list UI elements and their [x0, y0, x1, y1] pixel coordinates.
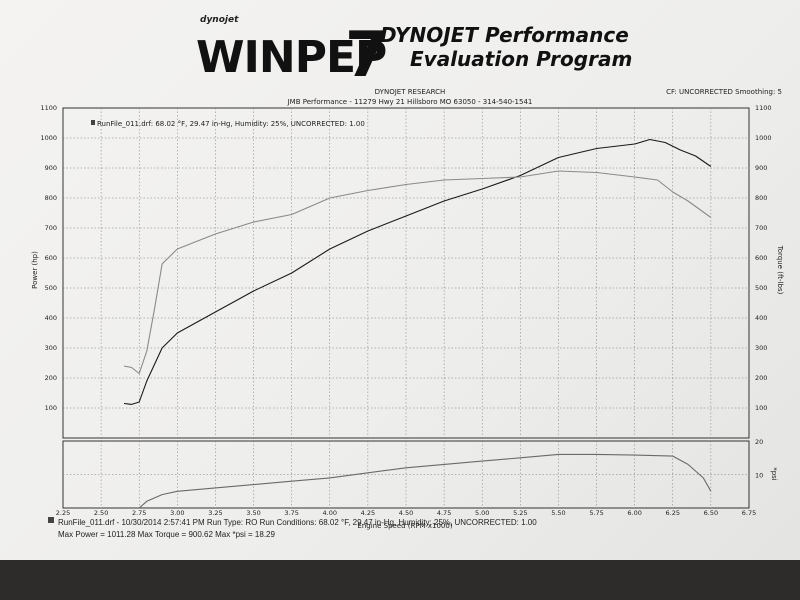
company-name: DYNOJET RESEARCH [375, 88, 446, 96]
shop-info: JMB Performance - 11279 Hwy 21 Hillsboro… [287, 98, 533, 106]
rpm-tick-label: 3.50 [246, 509, 260, 517]
rpm-tick-label: 5.00 [475, 509, 489, 517]
torque-axis-label: Torque (ft-lbs) [776, 245, 784, 295]
torque-tick-label: 300 [755, 344, 767, 352]
power-tick-label: 700 [45, 224, 57, 232]
footer-marker [48, 517, 54, 523]
power-tick-label: 200 [45, 374, 57, 382]
boost-plot-grid [63, 441, 749, 508]
torque-tick-label: 900 [755, 164, 767, 172]
footer-run-info: RunFile_011.drf - 10/30/2014 2:57:41 PM … [58, 518, 537, 527]
torque-tick-label: 800 [755, 194, 767, 202]
power-tick-label: 800 [45, 194, 57, 202]
power-tick-label: 100 [45, 404, 57, 412]
boost-curve [138, 453, 712, 509]
torque-tick-label: 200 [755, 374, 767, 382]
main-plot-series [123, 138, 712, 405]
torque-axis-ticks: 100 200 300 400 500 600 700 800 900 1000 1100 [755, 104, 772, 412]
rpm-tick-label: 5.75 [589, 509, 603, 517]
rpm-tick-label: 3.75 [284, 509, 298, 517]
rpm-tick-label: 5.50 [551, 509, 565, 517]
torque-tick-label: 400 [755, 314, 767, 322]
table-surface [0, 560, 800, 600]
rpm-tick-label: 2.25 [56, 509, 70, 517]
torque-tick-label: 700 [755, 224, 767, 232]
power-tick-label: 900 [45, 164, 57, 172]
power-axis-ticks: 100 200 300 400 500 600 700 800 900 1000 1100 [40, 104, 57, 412]
torque-tick-label: 1000 [755, 134, 772, 142]
tagline-line2: Evaluation Program [410, 47, 632, 71]
legend-text: RunFile_011.drf: 68.02 °F, 29.47 in-Hg, … [97, 120, 365, 128]
logo-small-text: dynojet [200, 15, 239, 25]
boost-plot-series [138, 453, 712, 509]
footer-max-values: Max Power = 1011.28 Max Torque = 900.62 … [58, 530, 276, 539]
power-tick-label: 300 [45, 344, 57, 352]
rpm-tick-label: 2.50 [94, 509, 108, 517]
power-tick-label: 1100 [40, 104, 57, 112]
correction-info: CF: UNCORRECTED Smoothing: 5 [666, 88, 782, 96]
rpm-tick-label: 4.25 [361, 509, 375, 517]
power-curve [123, 138, 712, 405]
main-plot-grid [63, 108, 749, 438]
boost-axis-label: *psi [770, 467, 778, 481]
rpm-axis-label: Engine Speed (RPM x1000) [357, 522, 452, 530]
logo-main-text: WINPEP [196, 32, 386, 83]
rpm-tick-label: 6.50 [704, 509, 718, 517]
boost-axis-ticks: 10 20 [755, 438, 763, 480]
rpm-axis-ticks: 2.25 2.50 2.75 3.00 3.25 3.50 3.75 4.00 4.25 4.50… [56, 509, 756, 517]
power-axis-label: Power (hp) [31, 251, 39, 289]
boost-tick-label: 10 [755, 472, 763, 480]
power-tick-label: 1000 [40, 134, 57, 142]
rpm-tick-label: 6.75 [742, 509, 756, 517]
rpm-tick-label: 5.25 [513, 509, 527, 517]
rpm-tick-label: 4.00 [323, 509, 337, 517]
torque-tick-label: 600 [755, 254, 767, 262]
tagline-line1: DYNOJET Performance [380, 23, 629, 47]
power-tick-label: 600 [45, 254, 57, 262]
rpm-tick-label: 4.50 [399, 509, 413, 517]
rpm-tick-label: 3.25 [208, 509, 222, 517]
torque-curve [123, 170, 712, 375]
torque-tick-label: 100 [755, 404, 767, 412]
rpm-tick-label: 3.00 [170, 509, 184, 517]
power-tick-label: 400 [45, 314, 57, 322]
rpm-tick-label: 4.75 [437, 509, 451, 517]
rpm-tick-label: 2.75 [132, 509, 146, 517]
rpm-tick-label: 6.25 [666, 509, 680, 517]
rpm-tick-label: 6.00 [627, 509, 641, 517]
logo-seven: 7 [345, 18, 388, 91]
winpep-logo: dynojet WINPEP 7 [196, 15, 388, 91]
legend-marker [91, 120, 95, 125]
torque-tick-label: 1100 [755, 104, 772, 112]
torque-tick-label: 500 [755, 284, 767, 292]
power-tick-label: 500 [45, 284, 57, 292]
boost-tick-label: 20 [755, 438, 763, 446]
